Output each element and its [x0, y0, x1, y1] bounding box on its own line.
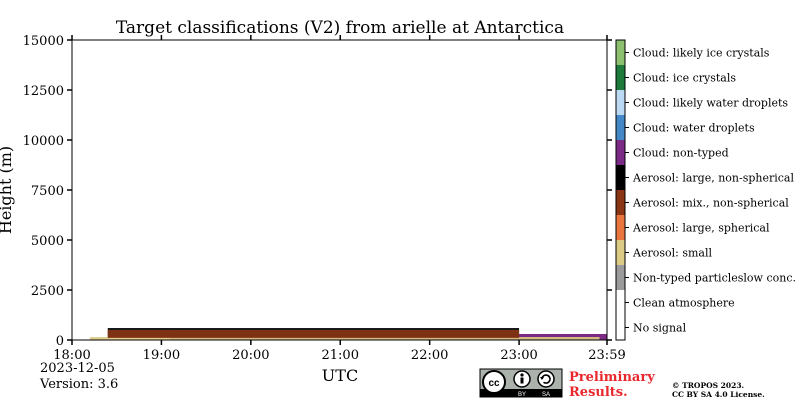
- legend-label: Cloud: likely water droplets: [633, 97, 788, 110]
- x-axis-ticks: 18:00 19:00 20:00 21:00 22:00 23:00 23:59: [53, 35, 626, 363]
- legend-label: Cloud: likely ice crystals: [633, 47, 770, 60]
- legend-swatch: [616, 115, 625, 140]
- y-tick-label: 5000: [31, 234, 64, 249]
- legend-swatch: [616, 240, 625, 265]
- legend-swatch: [616, 315, 625, 340]
- x-tick-label: 19:00: [143, 348, 180, 363]
- classification-layer: [89, 337, 600, 340]
- legend-swatch: [616, 90, 625, 115]
- legend-frame: [615, 39, 626, 341]
- y-tick-label: 15000: [23, 34, 64, 49]
- legend-label: No signal: [633, 322, 687, 335]
- legend-swatch: [616, 290, 625, 315]
- legend: Cloud: likely ice crystals Cloud: ice cry…: [615, 39, 796, 341]
- legend-swatch: [616, 140, 625, 165]
- y-tick-label: 7500: [31, 184, 64, 199]
- cc-license-badge: cc BY SA: [479, 368, 563, 398]
- results-label: Results.: [569, 385, 628, 400]
- legend-swatch: [616, 40, 625, 65]
- y-tick-label: 2500: [31, 284, 64, 299]
- plot-background: [72, 40, 607, 340]
- attribution-icon: [513, 370, 531, 388]
- legend-label: Aerosol: small: [632, 247, 712, 260]
- data-layers: [89, 328, 607, 340]
- plot-area: 18:00 19:00 20:00 21:00 22:00 23:00 23:59 0 250…: [23, 34, 626, 363]
- chart-title: Target classifications (V2) from arielle…: [116, 18, 564, 38]
- x-tick-label: 20:00: [232, 348, 269, 363]
- copyright-line-1: © TROPOS 2023.: [672, 381, 744, 390]
- legend-swatch: [616, 65, 625, 90]
- legend-label: Non-typed particleslow conc.: [633, 272, 796, 285]
- x-tick-label: 22:00: [411, 348, 448, 363]
- legend-label: Aerosol: large, spherical: [632, 222, 770, 235]
- legend-swatch: [616, 265, 625, 290]
- x-tick-label: 23:59: [588, 348, 625, 363]
- legend-swatch: [616, 165, 625, 190]
- legend-label: Clean atmosphere: [633, 297, 735, 310]
- cc-logo: cc: [482, 370, 506, 394]
- preliminary-label: Preliminary: [569, 370, 655, 385]
- legend-label: Cloud: ice crystals: [633, 72, 736, 85]
- y-tick-label: 10000: [23, 134, 64, 149]
- x-tick-label: 21:00: [322, 348, 359, 363]
- sa-label: SA: [542, 392, 550, 398]
- legend-swatch: [616, 190, 625, 215]
- legend-label: Cloud: water droplets: [633, 122, 755, 135]
- y-tick-label: 0: [56, 334, 64, 349]
- legend-label: Cloud: non-typed: [633, 147, 729, 160]
- share-alike-icon: [537, 370, 555, 388]
- classification-layer: [107, 330, 520, 338]
- x-axis-label: UTC: [322, 366, 358, 385]
- y-axis-label: Height (m): [0, 146, 15, 234]
- y-tick-label: 12500: [23, 84, 64, 99]
- svg-text:cc: cc: [488, 378, 500, 389]
- legend-swatch: [616, 215, 625, 240]
- copyright-line-2: CC BY SA 4.0 License.: [672, 390, 765, 399]
- by-label: BY: [518, 392, 526, 398]
- y-axis-ticks: 0 2500 5000 7500 10000 12500 15000: [23, 34, 612, 349]
- legend-label: Aerosol: large, non-spherical: [632, 172, 794, 185]
- x-tick-label: 18:00: [53, 348, 90, 363]
- x-tick-label: 23:00: [500, 348, 537, 363]
- date-label: 2023-12-05: [40, 361, 115, 376]
- version-label: Version: 3.6: [39, 377, 118, 392]
- legend-label: Aerosol: mix., non-spherical: [632, 197, 789, 210]
